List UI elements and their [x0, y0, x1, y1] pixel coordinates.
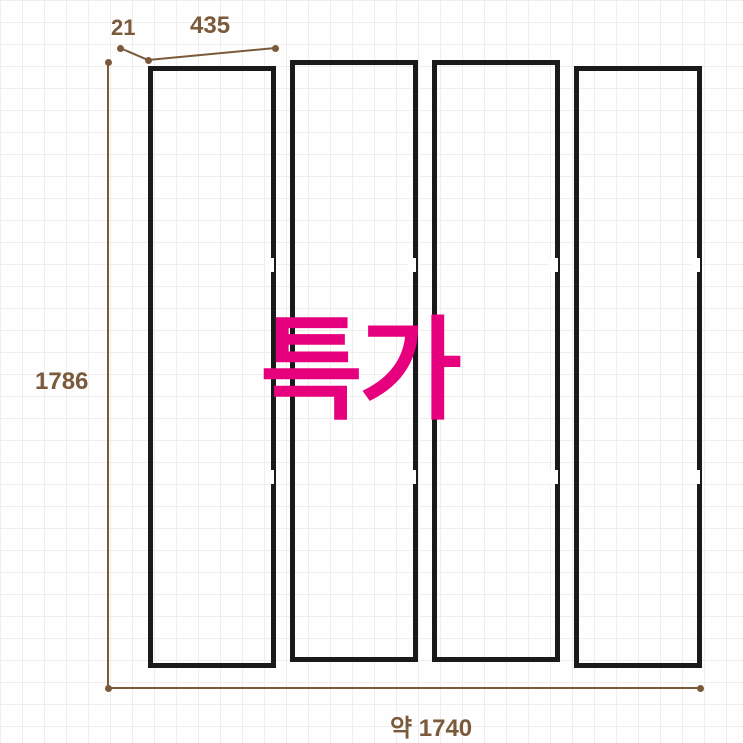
- hinge-gap: [691, 258, 700, 272]
- leader-marker: [105, 59, 112, 66]
- leader-marker: [697, 685, 704, 692]
- hinge-gap: [265, 470, 274, 484]
- dim-height-label: 1786: [35, 368, 88, 396]
- hinge-gap: [407, 470, 416, 484]
- hinge-gap: [265, 258, 274, 272]
- leader-marker: [272, 45, 279, 52]
- dim-panel-width-label: 435: [190, 12, 230, 40]
- leader-marker: [117, 45, 124, 52]
- screen-panel: [574, 66, 702, 668]
- hinge-gap: [407, 258, 416, 272]
- leader-line: [107, 62, 109, 688]
- overlay-sale-text: 특가: [260, 280, 458, 442]
- leader-line: [120, 47, 149, 61]
- dim-depth-label: 21: [111, 15, 135, 41]
- hinge-gap: [549, 470, 558, 484]
- dim-total-width-label: 약 1740: [390, 708, 472, 743]
- hinge-gap: [691, 470, 700, 484]
- hinge-gap: [549, 258, 558, 272]
- screen-panel: [148, 66, 276, 668]
- leader-line: [148, 47, 275, 61]
- diagram-container: 21 435 1786 약 1740 특가: [0, 0, 743, 743]
- leader-line: [108, 687, 700, 689]
